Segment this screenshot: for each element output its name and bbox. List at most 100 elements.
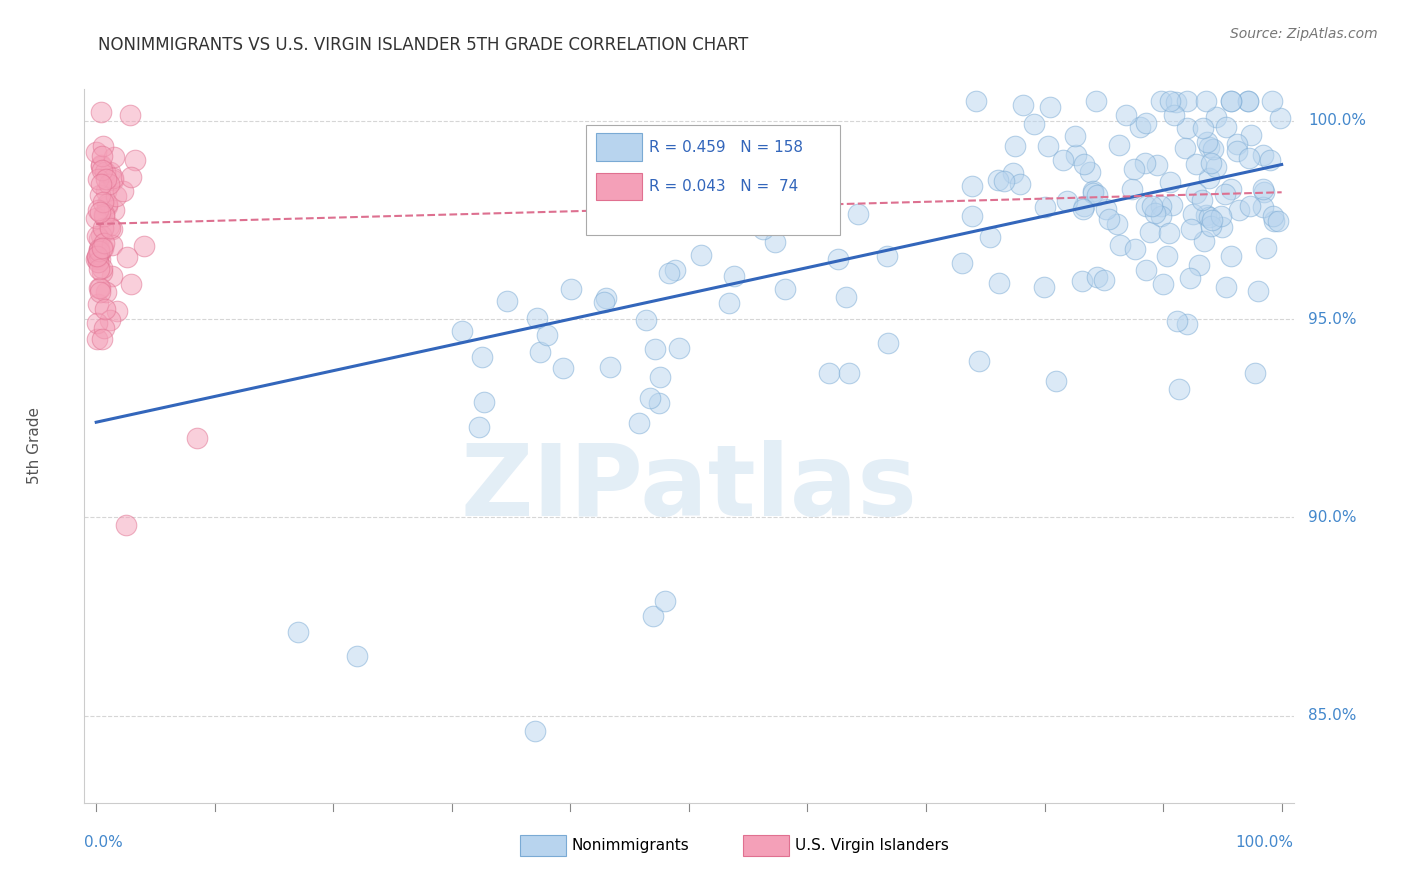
Point [1160,198,1182,212]
Point [1115,108,1137,122]
Point [98,312,121,326]
Point [86,316,108,330]
Point [1175,317,1198,331]
Point [876,249,898,263]
Point [1254,241,1277,255]
Point [1263,214,1285,228]
Point [1064,147,1087,161]
Point [103,202,125,217]
Point [723,268,745,283]
Point [93,221,115,235]
Point [100,237,122,252]
Point [1168,382,1191,396]
Point [1135,156,1157,170]
Bar [596,134,641,161]
Point [846,207,869,221]
Point [523,724,546,739]
Point [97,219,120,234]
Point [471,350,494,364]
Point [84,252,107,266]
Point [496,294,519,309]
Point [599,359,621,374]
Point [1144,205,1167,219]
Point [1215,280,1237,294]
Point [1220,249,1243,263]
Point [690,248,713,262]
Point [287,625,309,640]
Point [1184,157,1206,171]
Point [818,175,841,189]
Point [1039,100,1062,114]
Point [1095,202,1118,216]
Point [1174,141,1197,155]
Point [1163,107,1185,121]
Bar [596,173,641,200]
Point [1219,94,1241,108]
Point [115,250,138,264]
Bar [744,835,789,856]
Point [1073,199,1095,213]
Point [1239,199,1261,213]
Point [472,395,495,409]
Point [1085,187,1108,202]
Point [1070,274,1092,288]
Point [827,252,849,267]
Point [104,189,127,203]
Point [107,304,129,318]
Point [91,332,114,346]
Point [1159,94,1181,108]
Point [965,94,987,108]
Point [526,311,548,326]
Point [468,419,491,434]
Point [90,105,112,120]
Point [90,177,112,191]
Point [101,222,124,236]
Point [89,244,111,259]
Point [628,417,651,431]
Point [1178,271,1201,285]
Point [1198,139,1220,153]
Point [1164,95,1187,109]
Point [91,148,114,162]
Point [91,241,114,255]
Point [1182,207,1205,221]
Point [1056,194,1078,208]
Point [87,281,110,295]
Point [1268,111,1291,125]
Point [1150,94,1173,108]
Point [1191,121,1213,136]
Point [1081,184,1104,198]
Point [644,343,666,357]
Point [1195,208,1218,222]
FancyBboxPatch shape [586,125,841,235]
Point [1052,153,1074,167]
Point [1219,94,1241,108]
Point [103,150,125,164]
Point [120,169,142,184]
Point [1251,147,1274,161]
Point [87,255,110,269]
Point [94,172,117,186]
Point [1180,222,1202,236]
Point [89,188,111,202]
Point [1108,138,1130,153]
Point [1227,203,1250,218]
Point [1236,94,1258,108]
Point [91,264,114,278]
Point [658,266,681,280]
Point [752,222,775,236]
Point [111,184,134,198]
Point [87,232,110,246]
Point [1226,144,1249,158]
Point [634,313,657,327]
Point [86,211,108,226]
Point [718,295,741,310]
Point [1156,248,1178,262]
Point [94,165,117,179]
Point [1215,120,1237,134]
Point [1244,366,1267,380]
Point [100,221,122,235]
Point [91,261,114,276]
Point [86,249,108,263]
Point [1195,135,1218,149]
